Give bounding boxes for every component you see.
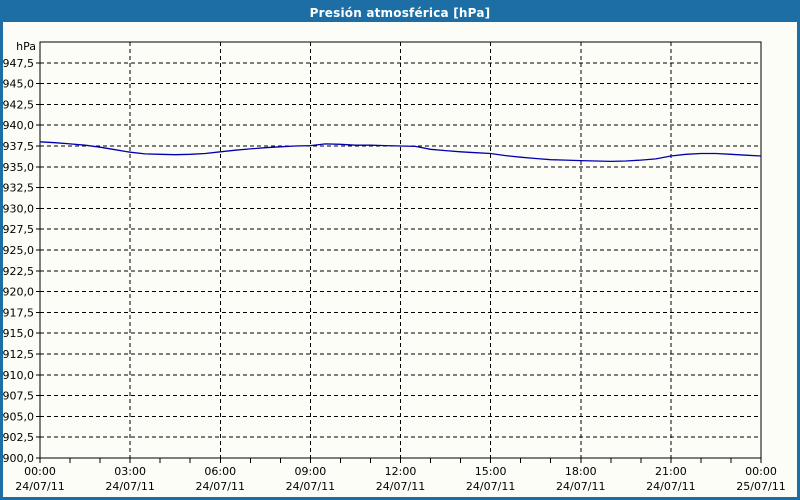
x-axis-time-label: 21:00 — [655, 465, 687, 478]
plot-border — [39, 41, 762, 459]
y-axis-tick-label: 930,0 — [3, 202, 34, 215]
y-axis-tick-label: 945,0 — [3, 78, 34, 91]
y-axis-tick-label: 902,5 — [3, 431, 34, 444]
y-axis-tick-label: 940,0 — [3, 119, 34, 132]
x-axis-time-label: 00:00 — [24, 465, 56, 478]
y-axis-tick-label: 935,0 — [3, 161, 34, 174]
x-axis-date-label: 24/07/11 — [15, 480, 64, 493]
x-axis-date-label: 24/07/11 — [646, 480, 695, 493]
x-axis-time-label: 00:00 — [745, 465, 777, 478]
x-axis-time-label: 03:00 — [114, 465, 146, 478]
y-axis-tick-label: 917,5 — [3, 306, 34, 319]
y-axis-tick-label: 937,5 — [3, 140, 34, 153]
y-axis-tick-label: 920,0 — [3, 286, 34, 299]
y-axis-tick-label: 925,0 — [3, 244, 34, 257]
y-axis-tick-label: 942,5 — [3, 98, 34, 111]
y-axis-tick-label: 905,0 — [3, 410, 34, 423]
y-axis-tick-label: 947,5 — [3, 57, 34, 70]
y-axis-tick-label: 912,5 — [3, 348, 34, 361]
x-axis-date-label: 24/07/11 — [196, 480, 245, 493]
y-axis-tick-label: 927,5 — [3, 223, 34, 236]
chart-canvas: 947,5 945,0 942,5 940,0 937,5 935,0 932,5 930,0… — [3, 22, 797, 497]
y-axis-tick-label: 910,0 — [3, 369, 34, 382]
x-axis-time-label: 09:00 — [295, 465, 327, 478]
y-axis-tick-label: 907,5 — [3, 390, 34, 403]
y-axis-tick-label: 922,5 — [3, 265, 34, 278]
y-axis-tick-label: 932,5 — [3, 182, 34, 195]
x-axis-time-label: 18:00 — [565, 465, 597, 478]
window-title: Presión atmosférica [hPa] — [309, 5, 491, 20]
y-axis-tick-label: 900,0 — [3, 452, 34, 465]
x-axis-time-label: 15:00 — [475, 465, 507, 478]
y-axis-tick-label: 915,0 — [3, 327, 34, 340]
pressure-line — [39, 141, 762, 163]
window-titlebar: Presión atmosférica [hPa] — [3, 3, 797, 22]
pressure-chart: 947,5 945,0 942,5 940,0 937,5 935,0 932,5 930,0… — [3, 40, 786, 493]
x-axis-date-label: 24/07/11 — [286, 480, 335, 493]
x-axis-date-label: 24/07/11 — [466, 480, 515, 493]
x-axis-date-label: 24/07/11 — [376, 480, 425, 493]
x-axis-date-label: 25/07/11 — [736, 480, 785, 493]
y-axis-unit-label: hPa — [16, 40, 36, 53]
x-axis-time-label: 06:00 — [204, 465, 236, 478]
x-axis-date-label: 24/07/11 — [556, 480, 605, 493]
x-axis-date-label: 24/07/11 — [105, 480, 154, 493]
x-axis-time-label: 12:00 — [385, 465, 417, 478]
